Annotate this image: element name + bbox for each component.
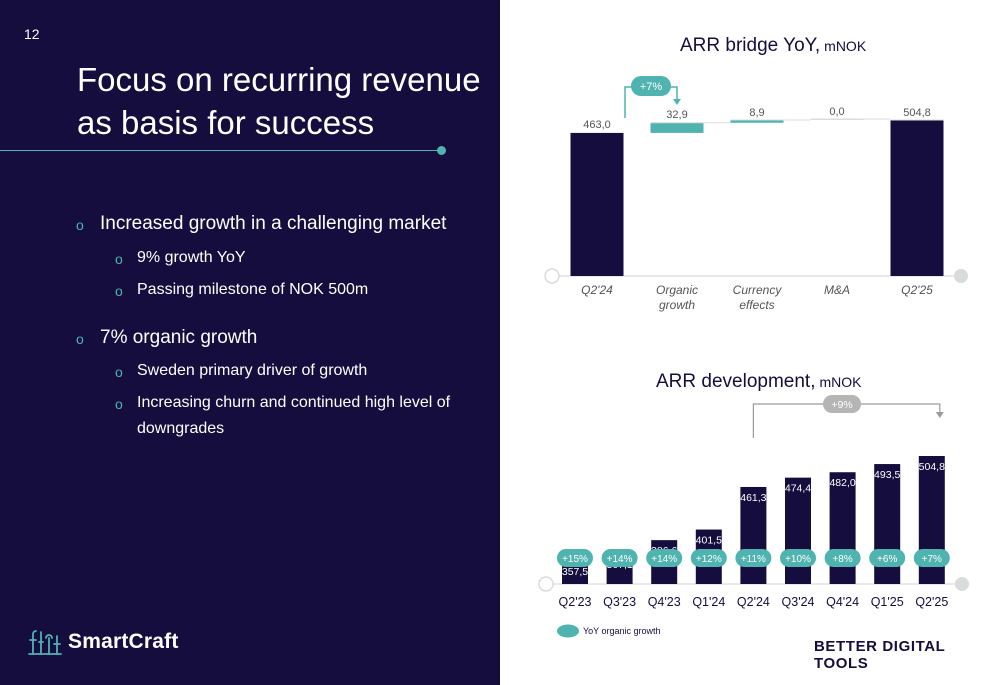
page-title: Focus on recurring revenue as basis for … [77,58,481,144]
bridge-category-label: Q2'24 [581,283,613,297]
charts-area: ARR bridge YoY, mNOK 463,0 Q2'24 32,9 Organi… [538,35,969,638]
smartcraft-logo: SmartCraft [28,628,179,656]
title-line-1: Focus on recurring revenue [77,61,481,98]
bridge-value-label: 8,9 [749,107,764,119]
bullet-item: o 7% organic growth [76,327,258,349]
organic-growth-label: +14% [651,554,677,565]
bullet-item: o Increasing churn and continued high lev… [115,394,451,412]
bridge-bar [650,122,704,133]
bridge-category-label: Currency [733,283,783,297]
organic-growth-label: +11% [741,554,766,565]
bullet-marker: o [76,331,84,347]
bullet-item: o Sweden primary driver of growth [115,362,368,380]
bullet-marker: o [115,396,123,412]
development-value-label: 482,0 [829,477,855,489]
bridge-bar [730,120,784,123]
bridge-category-label: effects [739,298,774,312]
bridge-value-label: 0,0 [829,106,844,118]
bridge-value-label: 463,0 [583,119,611,131]
development-category-label: Q1'25 [871,595,904,609]
bridge-value-label: 32,9 [666,109,687,121]
legend-label: YoY organic growth [583,626,661,636]
bullet-marker: o [115,364,123,380]
arr-bridge-chart: ARR bridge YoY, mNOK 463,0 Q2'24 32,9 Organi… [544,35,968,312]
development-annotation-arrow [935,412,944,418]
organic-growth-label: +10% [785,554,811,565]
bullet-item: o Passing milestone of NOK 500m [115,281,369,299]
development-axis-start-dot [538,576,554,592]
development-value-label: 401,5 [696,535,722,547]
development-category-label: Q4'23 [648,595,681,609]
bullet-text: Sweden primary driver of growth [137,362,368,379]
development-value-label: 461,3 [740,492,766,504]
bridge-value-label: 504,8 [903,107,931,119]
development-category-label: Q2'24 [737,595,770,609]
development-value-label: 493,5 [874,469,900,481]
development-category-label: Q3'23 [603,595,636,609]
bullet-text: 7% organic growth [100,327,258,348]
bullet-item: o 9% growth YoY [115,249,246,267]
page-number: 12 [24,26,40,42]
development-title: ARR development, mNOK [656,371,862,392]
organic-growth-label: +7% [922,554,942,565]
tagline: BETTER DIGITAL TOOLS [814,638,946,672]
organic-growth-pill [824,549,861,567]
organic-growth-pill [646,549,683,567]
tools-logo-icon [28,630,62,655]
bullet-marker: o [76,217,84,233]
bullet-text: Passing milestone of NOK 500m [137,281,369,298]
organic-growth-label: +12% [696,554,722,565]
development-category-label: Q4'24 [826,595,859,609]
development-category-label: Q2'23 [559,595,592,609]
bullet-text: Increased growth in a challenging market [100,213,447,234]
organic-growth-pill [557,549,593,567]
development-category-label: Q2'25 [915,595,948,609]
development-annotation-label: +9% [831,399,852,411]
bridge-annotation-pill [631,76,671,96]
development-bar [740,486,767,584]
bridge-category-label: Organic [656,283,698,297]
development-axis-end-dot [955,577,969,591]
organic-growth-pill [780,549,816,567]
bridge-bar [570,132,624,276]
bridge-axis-start-dot [544,268,560,284]
organic-growth-label: +15% [562,554,588,565]
development-value-label: 474,4 [785,483,811,495]
organic-growth-label: +8% [832,554,852,565]
bullet-marker: o [115,283,123,299]
development-value-label: 357,5 [562,566,588,578]
organic-growth-pill [690,549,727,567]
organic-growth-label: +6% [877,554,897,565]
organic-growth-label: +14% [607,554,633,565]
bullet-text: Increasing churn and continued high leve… [137,394,451,411]
arr-development-chart: ARR development,mNOK 357,5+15%Q2'23367,1… [538,371,969,638]
bullet-text: 9% growth YoY [137,249,246,266]
development-category-label: Q1'24 [692,595,725,609]
bridge-annotation-arrow [673,99,681,105]
development-annotation-pill [823,395,861,413]
bullet-item: o Increased growth in a challenging marke… [76,213,447,235]
bridge-annotation-label: +7% [640,81,663,93]
logo-wordmark: SmartCraft [68,630,179,653]
bullet-text: downgrades [137,420,225,437]
bridge-category-label: M&A [824,283,850,297]
bridge-category-label: growth [659,298,695,312]
bridge-category-label: Q2'25 [901,283,933,297]
legend-swatch [557,624,579,638]
organic-growth-pill [869,549,906,567]
bullet-marker: o [115,251,123,267]
development-category-label: Q3'24 [782,595,815,609]
organic-growth-pill [913,549,950,567]
title-divider [0,150,440,151]
title-line-2: as basis for success [77,104,375,141]
divider-dot [437,146,446,155]
left-panel: 12 Focus on recurring revenue as basis f… [0,0,500,685]
bridge-bar [890,120,944,276]
organic-growth-pill [735,549,772,567]
bridge-axis-end-dot [954,269,968,283]
development-value-label: 504,8 [919,461,945,473]
organic-growth-pill [601,549,638,567]
bullet-item: downgrades [137,420,224,438]
bridge-title: ARR bridge YoY, mNOK [680,35,867,56]
